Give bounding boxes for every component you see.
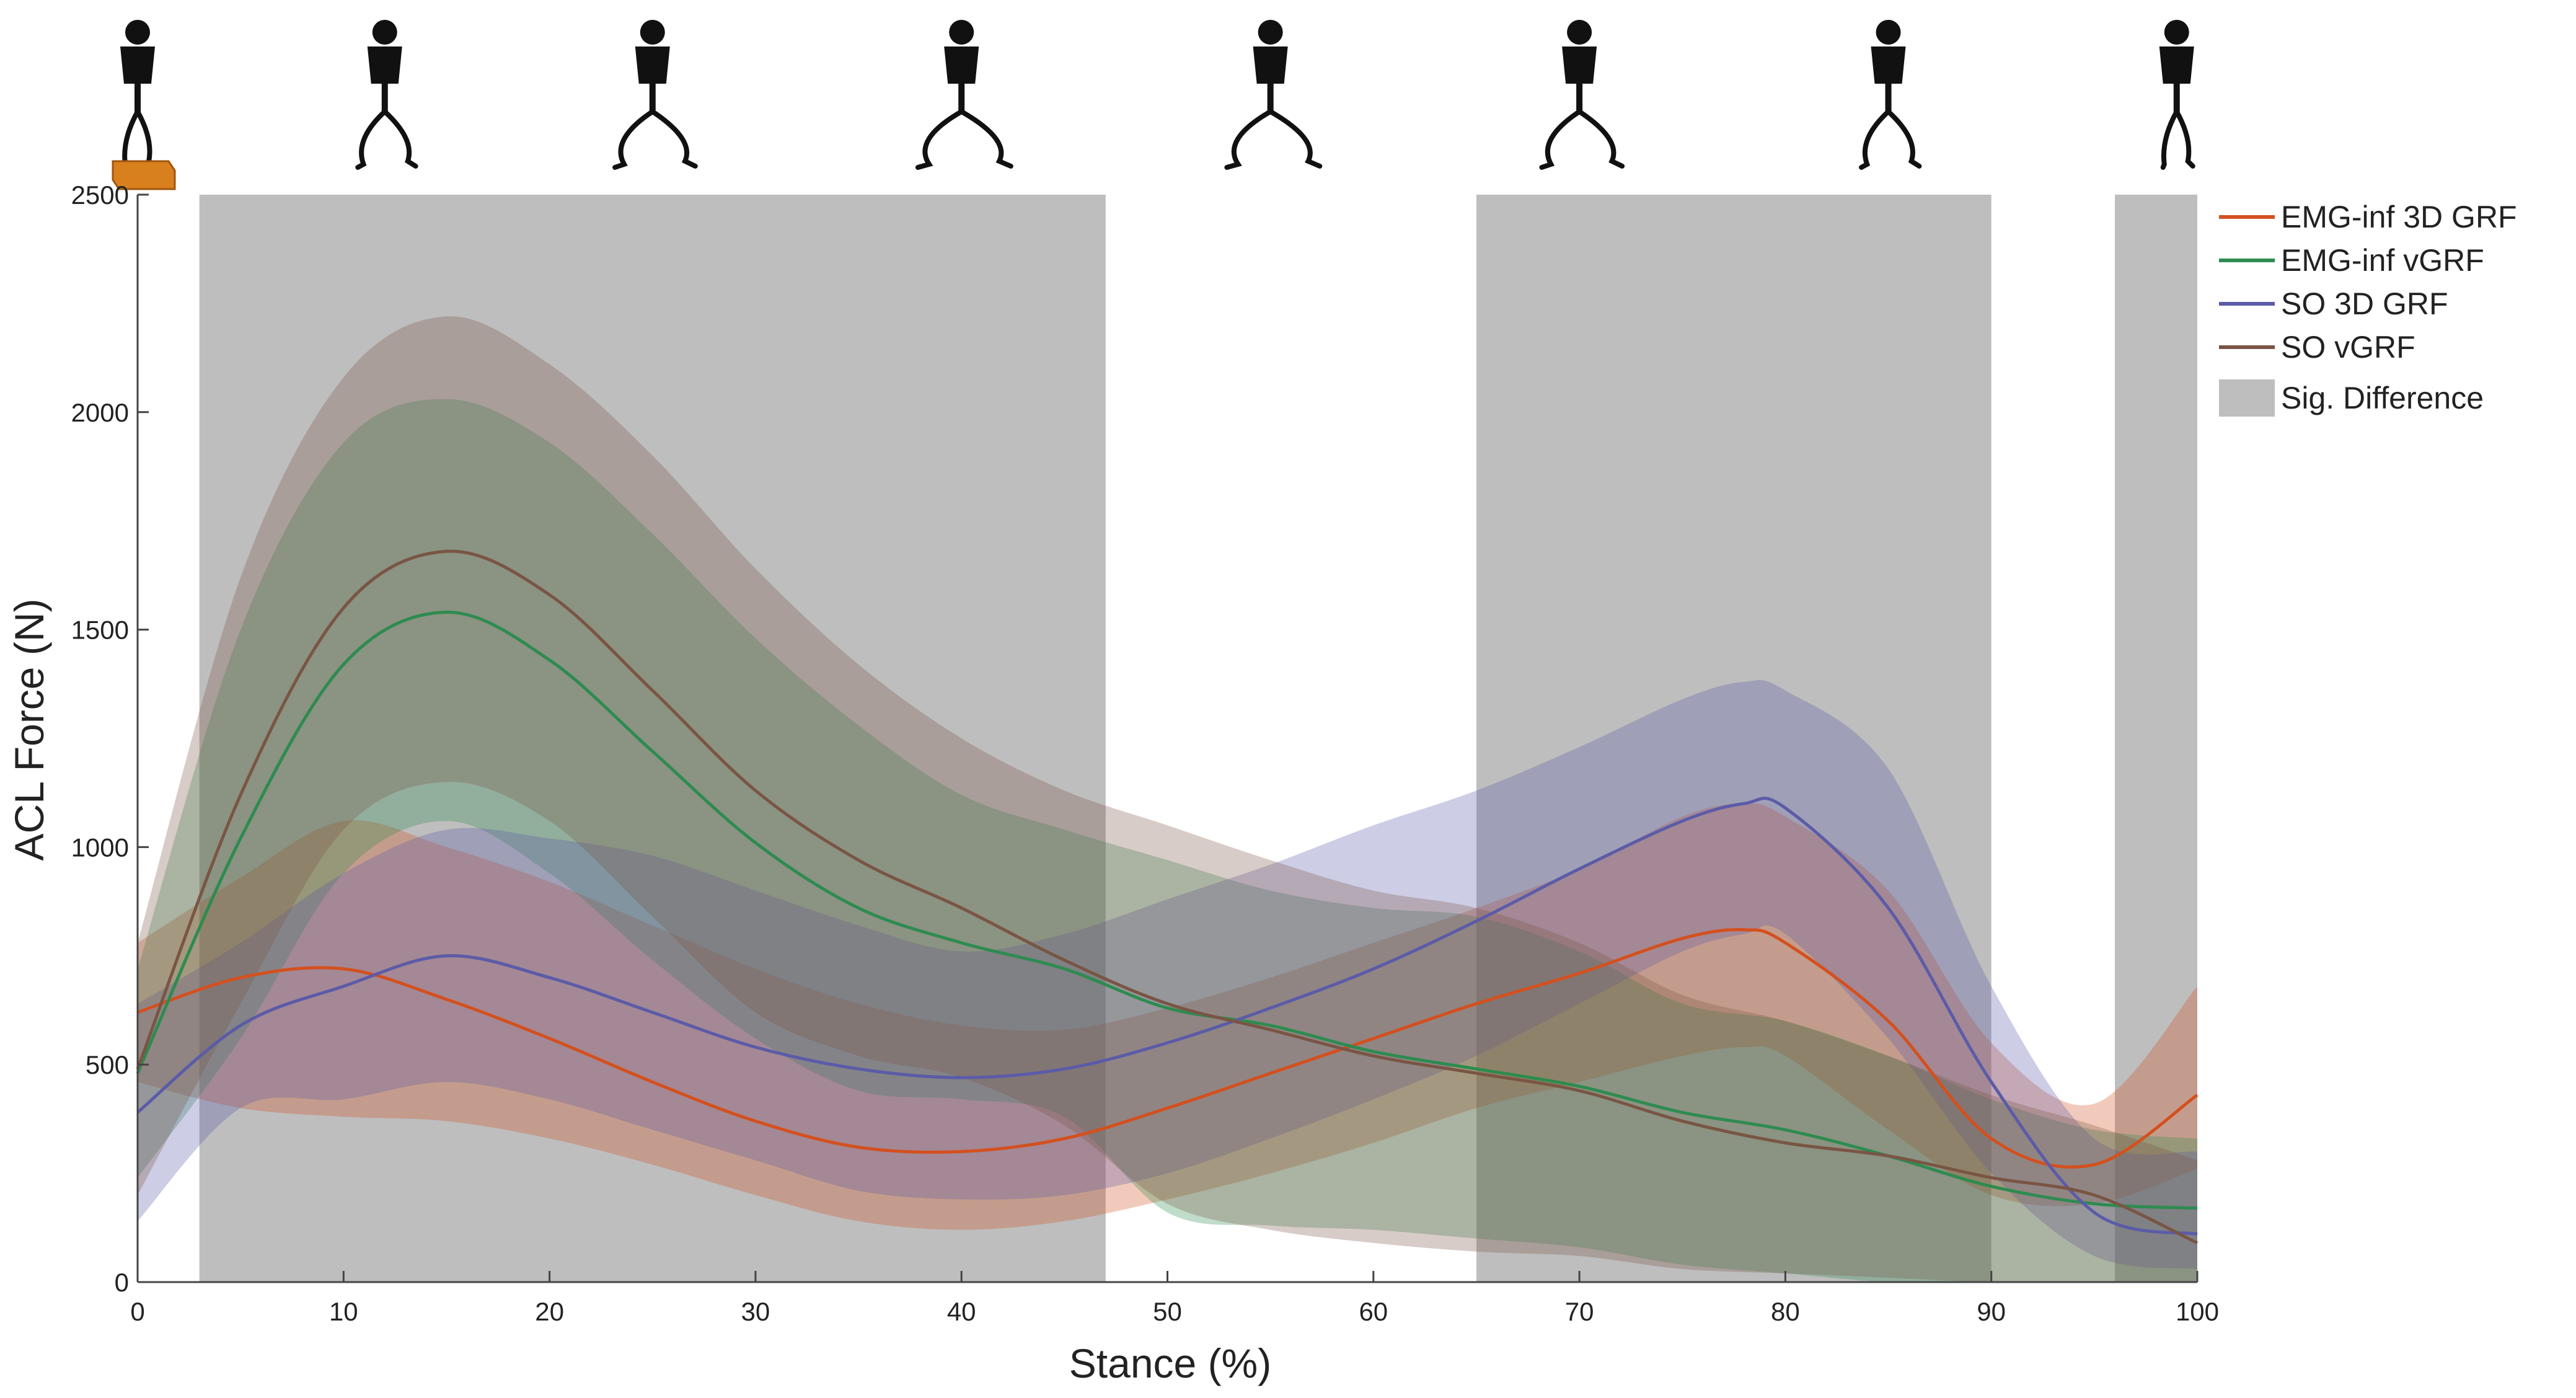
x-tick-label: 0 <box>130 1297 144 1326</box>
sig-difference-region <box>1476 195 1992 1282</box>
legend-label: EMG-inf vGRF <box>2281 243 2484 278</box>
sig-difference-regions <box>199 195 2197 1282</box>
series-line <box>137 927 2199 1169</box>
x-tick-label: 20 <box>535 1297 564 1326</box>
legend-label: Sig. Difference <box>2281 381 2484 415</box>
y-tick-label: 1500 <box>71 616 129 645</box>
series-line <box>136 549 2199 1245</box>
skeleton-figure-icon <box>355 20 418 170</box>
drop-box-icon <box>112 160 176 190</box>
legend: EMG-inf 3D GRF EMG-inf vGRF SO 3D GRF SO vG… <box>2219 200 2517 417</box>
series-band <box>138 316 2197 1283</box>
series-lines <box>136 549 2199 1245</box>
confidence-bands <box>138 316 2197 1283</box>
x-ticks: 0 10 20 30 40 50 60 70 80 90 100 <box>130 1271 2219 1326</box>
x-tick-label: 60 <box>1359 1297 1388 1326</box>
legend-label: SO vGRF <box>2281 330 2415 365</box>
x-axis-title: Stance (%) <box>1069 1340 1271 1386</box>
x-tick-label: 70 <box>1565 1297 1594 1326</box>
x-tick-label: 80 <box>1771 1297 1800 1326</box>
skeleton-figure-icon <box>1859 20 1922 170</box>
y-tick-label: 0 <box>115 1268 129 1297</box>
x-tick-label: 50 <box>1153 1297 1182 1326</box>
x-tick-label: 10 <box>329 1297 358 1326</box>
legend-label: EMG-inf 3D GRF <box>2281 200 2517 234</box>
skeleton-figure-icon <box>1224 20 1323 170</box>
legend-label: SO 3D GRF <box>2281 286 2448 321</box>
x-tick-label: 100 <box>2176 1297 2219 1326</box>
x-tick-label: 90 <box>1977 1297 2006 1326</box>
skeleton-figure-icon <box>112 20 176 190</box>
series-line <box>136 610 2198 1210</box>
y-tick-label: 2500 <box>71 180 129 210</box>
x-tick-label: 40 <box>947 1297 976 1326</box>
sig-difference-region <box>199 195 1106 1282</box>
legend-swatch <box>2219 379 2275 417</box>
series-band <box>138 803 2197 1230</box>
y-ticks: 0 500 1000 1500 2000 2500 <box>71 180 149 1297</box>
series-band <box>138 679 2197 1269</box>
y-axis-title: ACL Force (N) <box>6 599 52 861</box>
y-tick-label: 1000 <box>71 833 129 862</box>
sig-difference-region <box>2115 195 2197 1282</box>
skeleton-figure-icon <box>612 20 698 170</box>
y-tick-label: 500 <box>86 1050 129 1079</box>
skeleton-figure-icon <box>915 20 1013 170</box>
axes: 0 10 20 30 40 50 60 70 80 90 100 0 500 1000 1500 2000 2… <box>6 180 2219 1386</box>
stance-figures <box>112 20 2195 190</box>
skeleton-figure-icon <box>2159 20 2195 170</box>
skeleton-figure-icon <box>1539 20 1625 170</box>
series-band <box>138 399 2197 1283</box>
x-tick-label: 30 <box>741 1297 770 1326</box>
y-tick-label: 2000 <box>71 398 129 427</box>
